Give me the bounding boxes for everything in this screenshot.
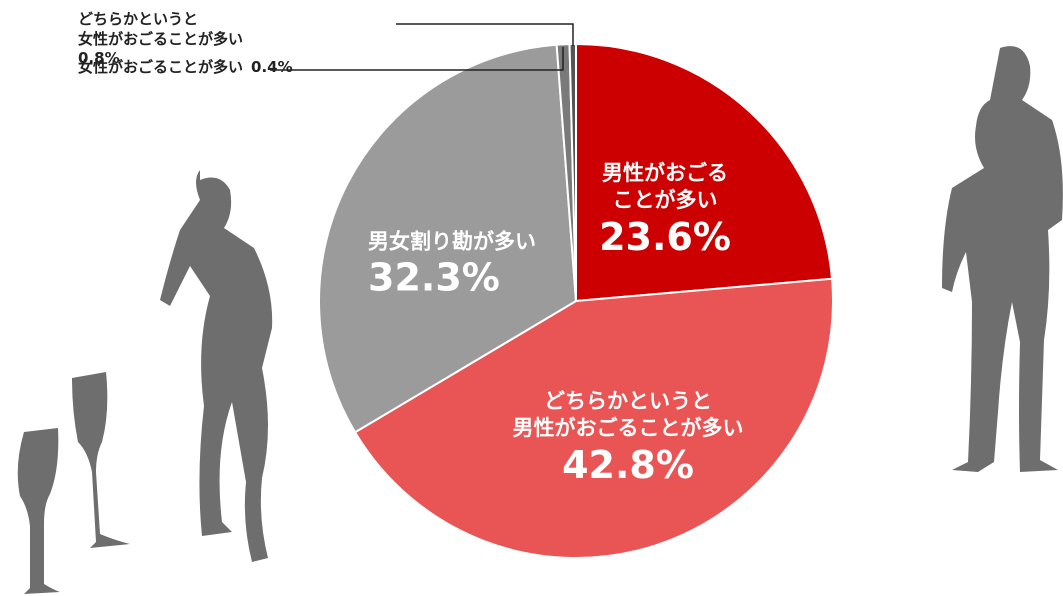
slice-label: 男性がおごる ことが多い 23.6% bbox=[599, 160, 731, 260]
value-label: 42.8% bbox=[562, 442, 694, 487]
glass bbox=[17, 428, 60, 594]
value-label: 23.6% bbox=[599, 214, 731, 259]
value-label: 0.4% bbox=[251, 58, 293, 76]
slice-label: どちらかというと 男性がおごることが多い 42.8% bbox=[513, 388, 744, 488]
pie-slice bbox=[318, 43, 578, 434]
woman-silhouette bbox=[160, 170, 273, 562]
leader-line bbox=[396, 23, 574, 46]
category-label: 女性がおごることが多い bbox=[78, 58, 244, 76]
slice-label: どちらかというと 女性がおごることが多い 0.8% bbox=[78, 10, 243, 69]
category-label: 男女割り勘が多い bbox=[368, 229, 536, 254]
slice-label: 女性がおごることが多い 0.4% bbox=[78, 58, 293, 78]
man-silhouette bbox=[942, 46, 1063, 472]
pie-slice bbox=[575, 42, 834, 303]
glass bbox=[72, 372, 130, 548]
value-label: 32.3% bbox=[368, 255, 500, 300]
silhouettes bbox=[17, 46, 1063, 594]
category-label: 男性がおごる ことが多い bbox=[602, 160, 728, 213]
category-label: どちらかというと 女性がおごることが多い bbox=[78, 10, 244, 48]
slice-label: 男女割り勘が多い 32.3% bbox=[368, 229, 536, 302]
value-label: 0.8% bbox=[78, 49, 120, 67]
leader-line bbox=[270, 47, 564, 71]
category-label: どちらかというと 男性がおごることが多い bbox=[512, 388, 744, 441]
pie-slice bbox=[353, 277, 834, 560]
